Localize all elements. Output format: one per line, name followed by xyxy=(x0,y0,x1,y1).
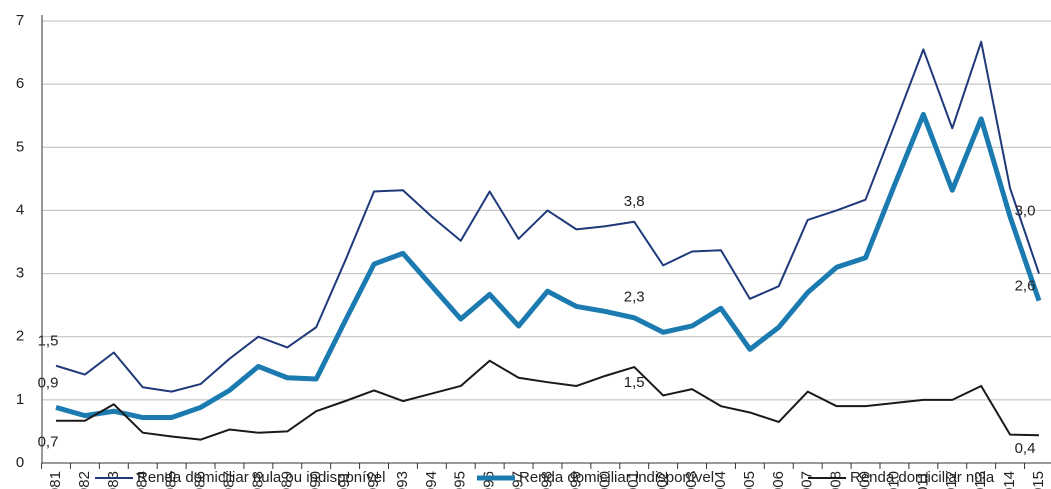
x-tick-label: 2000 xyxy=(596,471,613,489)
y-tick-label: 3 xyxy=(16,265,24,282)
x-tick-label: 1989 xyxy=(278,471,295,489)
value-label: 0,9 xyxy=(38,374,59,391)
x-tick-label: 1995 xyxy=(452,471,469,489)
x-tick-label: 2015 xyxy=(1030,471,1047,489)
x-tick-label: 1987 xyxy=(220,471,237,489)
x-tick-label: 1990 xyxy=(307,471,324,489)
x-tick-label: 2008 xyxy=(828,471,845,489)
x-tick-label: 1999 xyxy=(567,471,584,489)
x-tick-label: 2012 xyxy=(943,471,960,489)
x-tick-label: 2009 xyxy=(856,471,873,489)
legend-label: Renda domiciliar nula ou indisponível xyxy=(137,469,385,486)
series-line xyxy=(55,40,1040,393)
value-label: 1,5 xyxy=(38,333,59,350)
value-label: 2,3 xyxy=(624,289,645,306)
y-tick-label: 4 xyxy=(16,201,24,218)
x-tick-label: 1998 xyxy=(538,471,555,489)
legend-label: Renda domiciliar indisponível xyxy=(519,469,714,486)
y-tick-label: 7 xyxy=(16,12,24,29)
series-line xyxy=(56,359,1040,441)
legend-label: Renda domiciliar nula xyxy=(850,469,995,486)
value-label: 3,0 xyxy=(1015,203,1036,220)
x-tick-label: 2001 xyxy=(625,471,642,489)
x-tick-label: 2002 xyxy=(654,471,671,489)
x-tick-label: 2014 xyxy=(1001,471,1018,489)
x-tick-label: 2013 xyxy=(972,471,989,489)
y-tick-label: 6 xyxy=(16,75,24,92)
x-tick-label: 1982 xyxy=(76,471,93,489)
x-tick-label: 1988 xyxy=(249,471,266,489)
x-tick-label: 1983 xyxy=(105,471,122,489)
y-tick-label: 0 xyxy=(16,454,24,471)
value-label: 0,7 xyxy=(38,434,59,451)
x-tick-label: 2010 xyxy=(885,471,902,489)
x-tick-label: 1984 xyxy=(134,471,151,489)
x-tick-label: 2007 xyxy=(799,471,816,489)
y-tick-label: 1 xyxy=(16,391,24,408)
x-tick-label: 2004 xyxy=(712,471,729,489)
x-tick-label: 2003 xyxy=(683,471,700,489)
y-tick-label: 2 xyxy=(16,328,24,345)
x-tick-label: 2011 xyxy=(914,471,931,489)
x-tick-label: 2006 xyxy=(770,471,787,489)
value-label: 1,5 xyxy=(624,374,645,391)
x-tick-label: 1991 xyxy=(336,471,353,489)
series-line xyxy=(55,111,1042,421)
x-tick-label: 1985 xyxy=(163,471,180,489)
x-tick-label: 1994 xyxy=(423,471,440,489)
x-tick-label: 2005 xyxy=(741,471,758,489)
x-tick-label: 1981 xyxy=(47,471,64,489)
value-label: 2,6 xyxy=(1015,278,1036,295)
value-label: 0,4 xyxy=(1015,440,1036,457)
x-tick-label: 1986 xyxy=(192,471,209,489)
x-tick-label: 1993 xyxy=(394,471,411,489)
y-tick-label: 5 xyxy=(16,138,24,155)
x-tick-label: 1992 xyxy=(365,471,382,489)
value-label: 3,8 xyxy=(624,193,645,210)
